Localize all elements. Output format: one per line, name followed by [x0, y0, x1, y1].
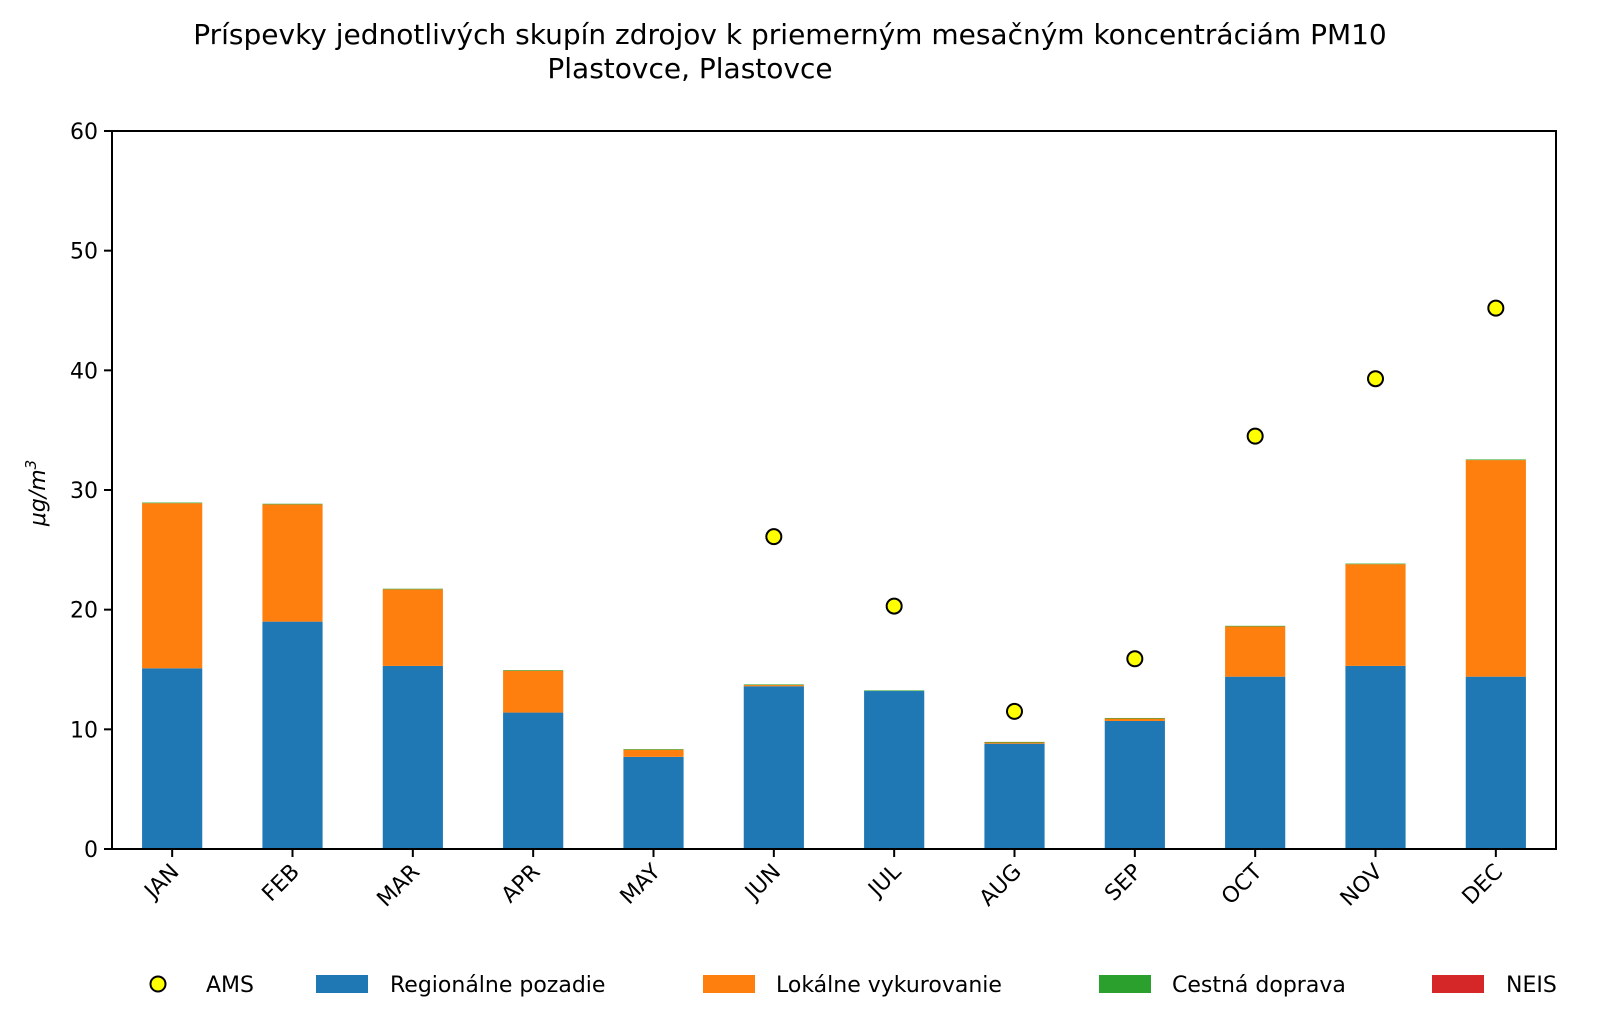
- bar-cestna-doprava-jun: [743, 684, 804, 686]
- ams-point-sep: [1126, 650, 1144, 668]
- bar-cestna-doprava-nov: [1345, 563, 1406, 565]
- legend-label-cestna-doprava: Cestná doprava: [1172, 973, 1346, 998]
- x-tick-label-feb: FEB: [258, 860, 305, 907]
- legend-swatch-neis: [1432, 975, 1484, 993]
- bar-regionalne-pozadie-jan: [142, 668, 203, 849]
- bar-lokalne-vykurovanie-may: [623, 749, 684, 757]
- y-axis-ticks: 0 10 20 30 40 50 60: [70, 120, 112, 863]
- x-tick-label-jan: JAN: [139, 860, 185, 906]
- bar-lokalne-vykurovanie-feb: [262, 504, 323, 622]
- y-tick-label: 20: [70, 599, 98, 624]
- x-tick-label-may: MAY: [616, 859, 666, 909]
- ams-point-aug: [1006, 702, 1023, 720]
- x-tick-label-dec: DEC: [1458, 860, 1508, 910]
- y-tick-label: 40: [70, 359, 98, 384]
- bar-cestna-doprava-oct: [1225, 625, 1286, 627]
- bar-cestna-doprava-jan: [142, 502, 203, 504]
- bar-lokalne-vykurovanie-nov: [1345, 564, 1406, 666]
- x-tick-label-nov: NOV: [1336, 860, 1388, 912]
- legend: AMS Regionálne pozadie Lokálne vykurovanie…: [149, 973, 1557, 998]
- bar-cestna-doprava-dec: [1465, 459, 1526, 461]
- ams-point-nov: [1367, 370, 1384, 388]
- bar-regionalne-pozadie-dec: [1465, 676, 1526, 849]
- bar-cestna-doprava-jul: [864, 690, 925, 692]
- bar-regionalne-pozadie-jul: [864, 691, 925, 849]
- y-axis-label-unit: μg/m: [26, 469, 51, 527]
- bar-regionalne-pozadie-may: [623, 756, 684, 849]
- bar-lokalne-vykurovanie-jan: [142, 503, 203, 669]
- bar-cestna-doprava-mar: [382, 588, 443, 590]
- legend-label-ams: AMS: [206, 973, 254, 998]
- y-tick-label: 10: [70, 718, 98, 743]
- bar-lokalne-vykurovanie-aug: [984, 742, 1045, 744]
- bar-cestna-doprava-may: [623, 749, 684, 750]
- legend-label-regionalne-pozadie: Regionálne pozadie: [390, 973, 605, 998]
- y-tick-label: 60: [70, 120, 98, 145]
- y-tick-label: 30: [70, 479, 98, 504]
- x-tick-label-sep: SEP: [1100, 860, 1147, 907]
- plot-frame: [111, 130, 1557, 850]
- bar-regionalne-pozadie-sep: [1104, 720, 1165, 849]
- y-tick-label: 0: [84, 838, 98, 863]
- y-tick-label: 50: [70, 240, 98, 265]
- x-tick-label-apr: APR: [497, 860, 546, 909]
- bar-cestna-doprava-sep: [1104, 717, 1165, 719]
- ams-point-oct: [1246, 427, 1264, 445]
- ams-points: [765, 299, 1505, 720]
- chart-subtitle: Plastovce, Plastovce: [547, 52, 832, 85]
- bar-cestna-doprava-apr: [503, 670, 564, 671]
- bar-lokalne-vykurovanie-oct: [1225, 626, 1286, 677]
- legend-swatch-lokalne-vykurovanie: [703, 975, 755, 993]
- y-axis-label-exponent: 3: [22, 460, 40, 470]
- ams-point-jul: [885, 597, 903, 615]
- x-tick-label-aug: AUG: [975, 860, 1027, 912]
- x-tick-label-jul: JUL: [863, 859, 907, 903]
- bar-regionalne-pozadie-oct: [1225, 676, 1286, 849]
- bar-lokalne-vykurovanie-sep: [1104, 718, 1165, 721]
- bar-lokalne-vykurovanie-apr: [503, 670, 564, 713]
- ams-point-jun: [765, 528, 783, 546]
- bar-regionalne-pozadie-nov: [1345, 665, 1406, 849]
- bar-lokalne-vykurovanie-dec: [1465, 460, 1526, 677]
- bar-regionalne-pozadie-jun: [743, 686, 804, 849]
- bars: [142, 459, 1526, 849]
- chart-title: Príspevky jednotlivých skupín zdrojov k …: [193, 18, 1387, 51]
- bar-lokalne-vykurovanie-mar: [382, 589, 443, 666]
- legend-label-neis: NEIS: [1506, 973, 1557, 998]
- x-axis-ticks: JAN FEB MAR APR MAY JUN JUL AUG SEP OCT NOV DEC: [139, 849, 1508, 912]
- legend-swatch-cestna-doprava: [1099, 975, 1151, 993]
- bar-cestna-doprava-feb: [262, 503, 323, 505]
- legend-swatch-regionalne-pozadie: [316, 975, 368, 993]
- x-tick-label-jun: JUN: [739, 860, 786, 907]
- legend-label-lokalne-vykurovanie: Lokálne vykurovanie: [776, 973, 1002, 998]
- bar-regionalne-pozadie-aug: [984, 743, 1045, 849]
- bar-regionalne-pozadie-apr: [503, 712, 564, 849]
- bar-lokalne-vykurovanie-jun: [743, 685, 804, 687]
- x-tick-label-oct: OCT: [1217, 859, 1268, 910]
- ams-point-dec: [1487, 299, 1505, 317]
- bar-cestna-doprava-aug: [984, 741, 1045, 743]
- y-axis-label: μg/m3: [22, 460, 51, 527]
- x-tick-label-mar: MAR: [373, 860, 426, 913]
- bar-regionalne-pozadie-mar: [382, 665, 443, 849]
- legend-marker-ams: [149, 975, 167, 993]
- bar-regionalne-pozadie-feb: [262, 621, 323, 849]
